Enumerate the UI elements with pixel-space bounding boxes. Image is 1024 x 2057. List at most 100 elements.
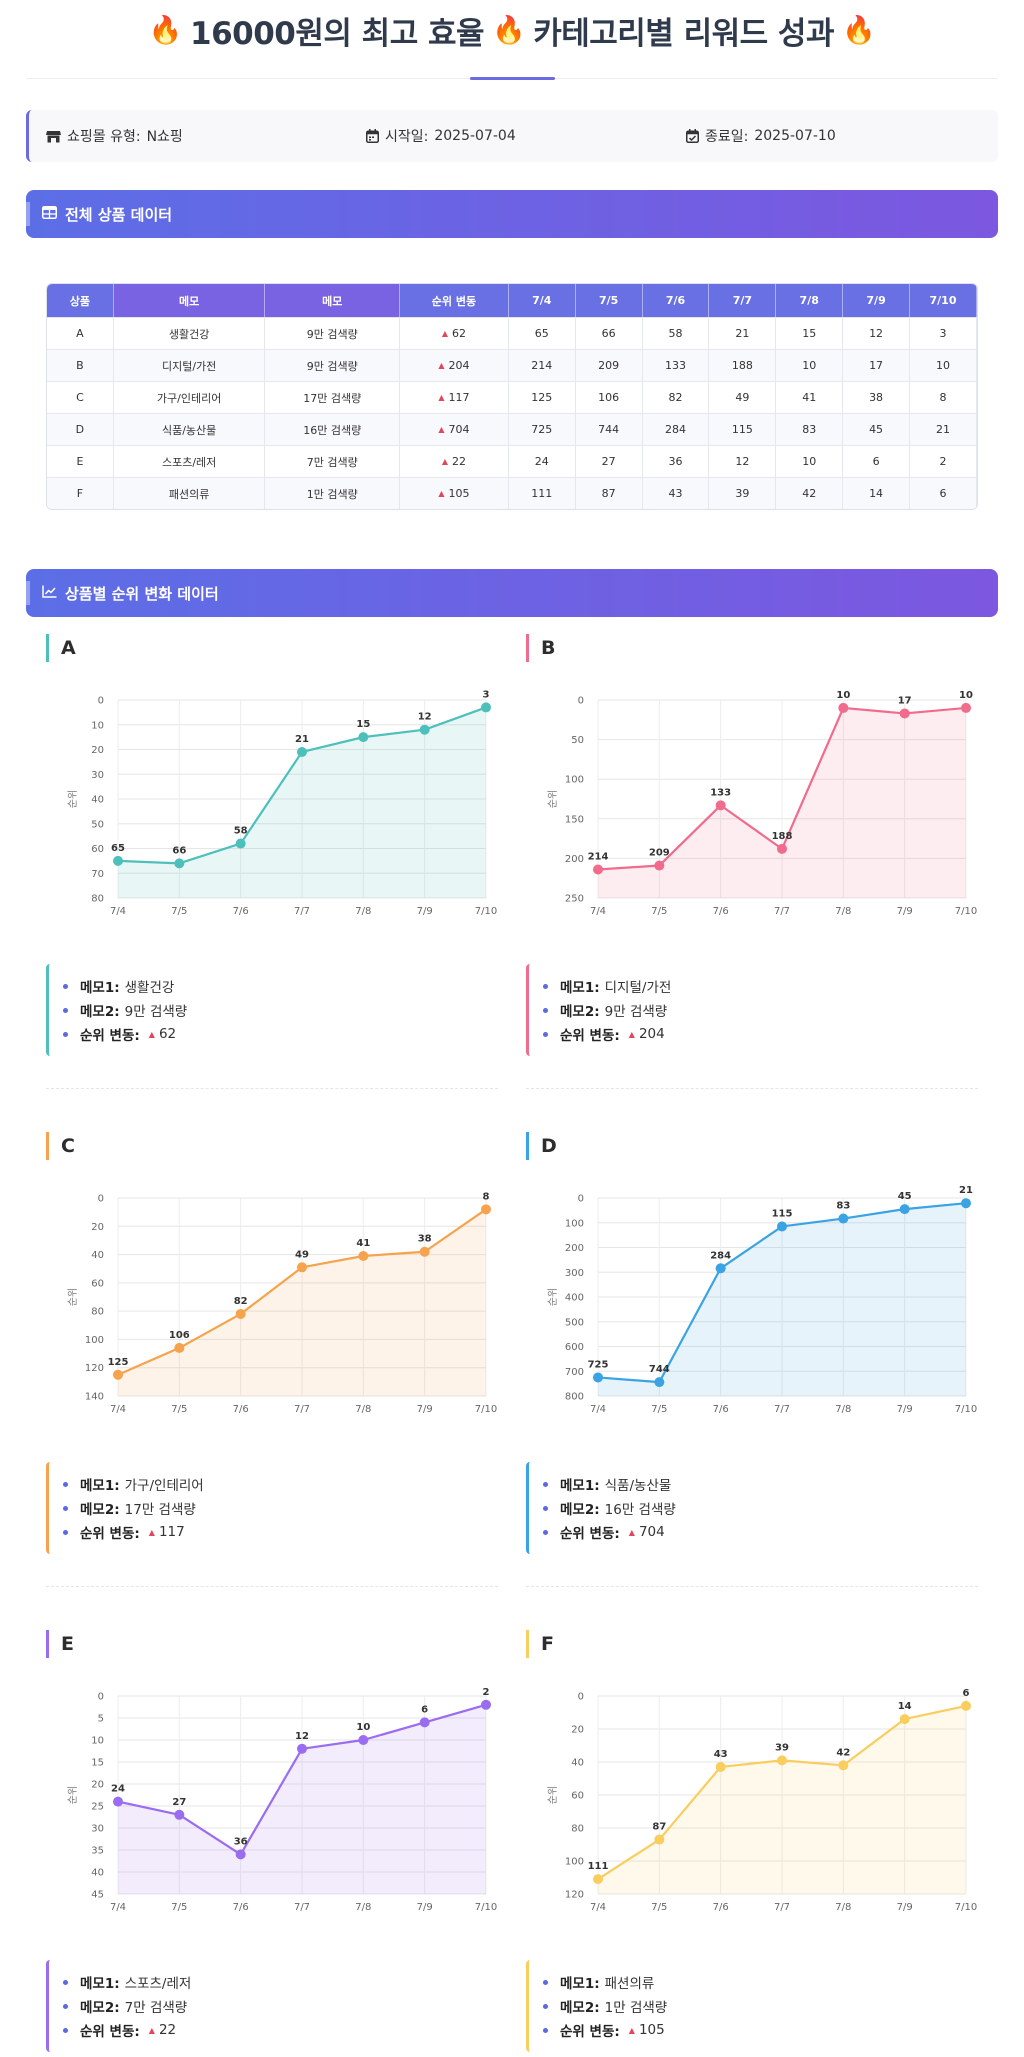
store-icon — [46, 130, 61, 143]
data-point[interactable] — [961, 1198, 971, 1209]
data-point[interactable] — [481, 702, 491, 713]
table-cell: 9만 검색량 — [265, 317, 401, 349]
data-label: 744 — [649, 1364, 670, 1375]
data-point[interactable] — [113, 1369, 123, 1380]
data-point[interactable] — [593, 1874, 603, 1885]
data-label: 45 — [898, 1191, 912, 1202]
rank-change-value: 117 — [448, 391, 470, 404]
table-cell: C — [47, 381, 114, 413]
info-value: 22 — [158, 2022, 177, 2038]
info-value: 생활건강 — [124, 980, 175, 996]
data-point[interactable] — [961, 702, 971, 713]
data-point[interactable] — [838, 1760, 849, 1771]
data-label: 83 — [836, 1201, 850, 1212]
data-point[interactable] — [358, 732, 369, 743]
page-title: 🔥 16000원의 최고 효율 🔥 카테고리별 리워드 성과 🔥 — [0, 0, 1024, 60]
info-value: 식품/농산물 — [604, 1478, 672, 1494]
bullet-icon — [63, 1505, 68, 1511]
data-point[interactable] — [235, 1849, 246, 1860]
data-point[interactable] — [654, 1377, 665, 1388]
bullet-icon — [63, 2027, 68, 2033]
end-date-info: 종료일: 2025-07-10 — [686, 126, 836, 146]
chart-title: A — [46, 634, 76, 662]
chart-title: B — [526, 634, 555, 662]
y-tick-label: 35 — [91, 1846, 104, 1857]
data-label: 209 — [649, 848, 670, 859]
data-point[interactable] — [358, 1735, 369, 1745]
series-area — [118, 1704, 486, 1894]
data-point[interactable] — [358, 1250, 369, 1261]
table-cell: 42 — [776, 477, 844, 509]
info-key: 순위 변동: — [560, 2024, 620, 2040]
info-value: 스포츠/레저 — [124, 1976, 192, 1992]
product-data-table: 상품 메모 메모 순위 변동 7/4 7/5 7/6 7/7 7/8 7/9 7/10 A 생활건강 9… — [46, 283, 978, 510]
table-cell: 36 — [642, 445, 710, 477]
x-tick-label: 7/7 — [774, 1902, 790, 1913]
data-point[interactable] — [899, 1714, 910, 1725]
info-row-rank-change: 순위 변동: ▲ 117 — [63, 1520, 498, 1544]
data-point[interactable] — [715, 1761, 726, 1772]
y-tick-label: 20 — [91, 1222, 104, 1233]
data-point[interactable] — [715, 1263, 726, 1274]
table-cell: 12 — [709, 445, 777, 477]
info-value: 1만 검색량 — [604, 2000, 668, 2016]
data-point[interactable] — [235, 838, 246, 849]
data-point[interactable] — [838, 702, 849, 713]
mall-type-label: 쇼핑몰 유형: — [67, 129, 141, 145]
table-cell: 15 — [776, 317, 844, 349]
table-cell: 10 — [776, 349, 844, 381]
x-tick-label: 7/4 — [590, 1902, 606, 1913]
data-point[interactable] — [899, 1204, 910, 1215]
data-point[interactable] — [235, 1308, 246, 1319]
data-point[interactable] — [838, 1213, 849, 1224]
table-cell: 10 — [776, 445, 844, 477]
chart-info-box: 메모1: 디지털/가전 메모2: 9만 검색량 순위 변동: ▲ 204 — [526, 964, 978, 1056]
data-point[interactable] — [481, 1204, 491, 1215]
x-tick-label: 7/4 — [590, 1404, 606, 1415]
bullet-icon — [543, 983, 548, 989]
data-point[interactable] — [113, 855, 123, 866]
data-point[interactable] — [419, 724, 430, 735]
table-header-row: 상품 메모 메모 순위 변동 7/4 7/5 7/6 7/7 7/8 7/9 7/10 — [47, 284, 977, 317]
end-date-value: 2025-07-10 — [754, 128, 836, 144]
data-label: 66 — [172, 845, 186, 856]
data-point[interactable] — [297, 1262, 307, 1273]
data-point[interactable] — [777, 1221, 787, 1232]
data-label: 725 — [588, 1359, 609, 1370]
y-axis-label: 순위 — [546, 1786, 559, 1804]
info-row-memo2: 메모2: 9만 검색량 — [63, 998, 498, 1022]
data-point[interactable] — [899, 708, 910, 719]
data-point[interactable] — [174, 858, 185, 869]
table-cell: ▲ 117 — [400, 381, 509, 413]
data-point[interactable] — [715, 800, 726, 811]
data-point[interactable] — [593, 864, 603, 875]
data-point[interactable] — [654, 860, 665, 871]
data-point[interactable] — [654, 1834, 665, 1845]
chart-info-box: 메모1: 패션의류 메모2: 1만 검색량 순위 변동: ▲ 105 — [526, 1960, 978, 2052]
data-label: 17 — [898, 695, 912, 706]
table-header-cell: 메모 — [113, 284, 266, 317]
data-point[interactable] — [481, 1699, 491, 1710]
data-point[interactable] — [593, 1372, 603, 1383]
x-tick-label: 7/5 — [171, 1902, 187, 1913]
data-point[interactable] — [777, 1755, 787, 1766]
info-key: 순위 변동: — [560, 1526, 620, 1542]
data-point[interactable] — [113, 1796, 123, 1807]
rank-up-icon: ▲ — [148, 1029, 155, 1039]
data-point[interactable] — [174, 1342, 185, 1353]
data-point[interactable] — [419, 1246, 430, 1257]
table-cell: 3 — [910, 317, 977, 349]
y-tick-label: 10 — [91, 720, 104, 731]
data-point[interactable] — [777, 843, 787, 854]
data-point[interactable] — [419, 1717, 430, 1728]
table-header-cell: 7/7 — [709, 284, 777, 317]
info-key: 메모1: — [80, 1976, 120, 1992]
y-tick-label: 50 — [571, 735, 584, 746]
data-point[interactable] — [174, 1809, 185, 1820]
y-tick-label: 100 — [85, 1335, 104, 1346]
data-point[interactable] — [961, 1700, 971, 1711]
data-point[interactable] — [297, 1743, 307, 1754]
table-cell: 17 — [843, 349, 910, 381]
y-tick-label: 25 — [91, 1802, 104, 1813]
data-point[interactable] — [297, 746, 307, 757]
